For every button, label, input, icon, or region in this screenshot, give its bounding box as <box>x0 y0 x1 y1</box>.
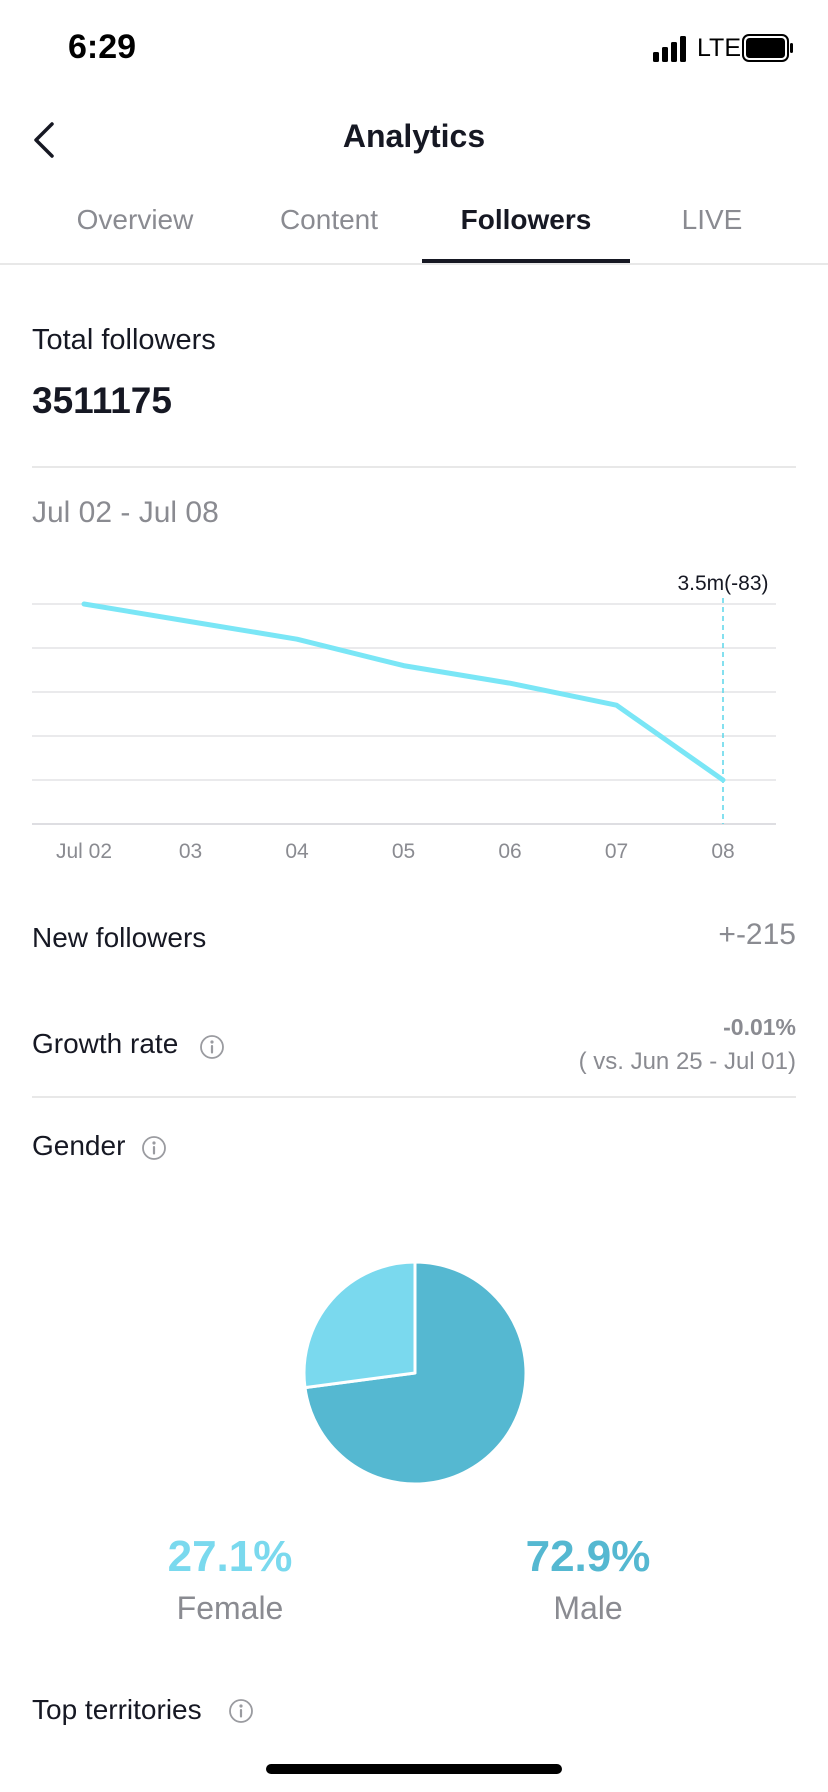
x-tick-label: Jul 02 <box>56 840 112 863</box>
growth-rate-label: Growth rate <box>32 1028 179 1059</box>
top-territories-label: Top territories <box>32 1694 202 1725</box>
x-tick-label: 08 <box>711 840 734 863</box>
x-tick-label: 07 <box>605 840 628 863</box>
tab-bar-divider <box>0 263 828 265</box>
divider <box>32 1096 796 1098</box>
series-line <box>81 601 726 783</box>
male-percent: 72.9% <box>525 1532 651 1581</box>
tab-content[interactable]: Content <box>279 204 379 235</box>
x-tick-label: 06 <box>498 840 521 863</box>
male-label: Male <box>553 1590 623 1626</box>
tab-overview[interactable]: Overview <box>76 204 194 235</box>
x-tick-label: 03 <box>179 840 202 863</box>
growth-rate-comparison: ( vs. Jun 25 - Jul 01) <box>578 1048 796 1075</box>
info-icon[interactable] <box>199 1034 225 1060</box>
home-indicator[interactable] <box>266 1764 562 1774</box>
new-followers-value: +-215 <box>718 918 796 951</box>
info-icon[interactable] <box>228 1698 254 1724</box>
highlight-label: 3.5m(-83) <box>677 572 768 595</box>
info-icon[interactable] <box>141 1135 167 1161</box>
female-percent: 27.1% <box>167 1532 293 1581</box>
x-tick-label: 04 <box>285 840 309 863</box>
gender-label: Gender <box>32 1130 126 1161</box>
active-tab-indicator <box>422 259 630 263</box>
battery-icon <box>742 34 793 62</box>
followers-line-chart: 3.5m(-83) Jul 02 03 04 05 06 07 08 <box>32 572 776 863</box>
network-type: LTE <box>697 34 741 62</box>
total-followers-label: Total followers <box>32 324 216 356</box>
page-title: Analytics <box>342 118 486 154</box>
divider <box>32 466 796 468</box>
gender-pie-chart <box>302 1260 528 1486</box>
growth-rate-value: -0.01% <box>723 1014 796 1040</box>
x-tick-label: 05 <box>392 840 415 863</box>
back-icon[interactable] <box>30 118 60 162</box>
female-slice <box>302 1260 417 1390</box>
tab-live[interactable]: LIVE <box>681 204 743 235</box>
tab-followers[interactable]: Followers <box>460 204 592 235</box>
female-label: Female <box>176 1590 284 1626</box>
signal-icon <box>653 36 686 62</box>
date-range: Jul 02 - Jul 08 <box>32 496 219 529</box>
total-followers-value: 3511175 <box>32 380 172 421</box>
status-time: 6:29 <box>68 28 137 66</box>
new-followers-label: New followers <box>32 922 207 953</box>
